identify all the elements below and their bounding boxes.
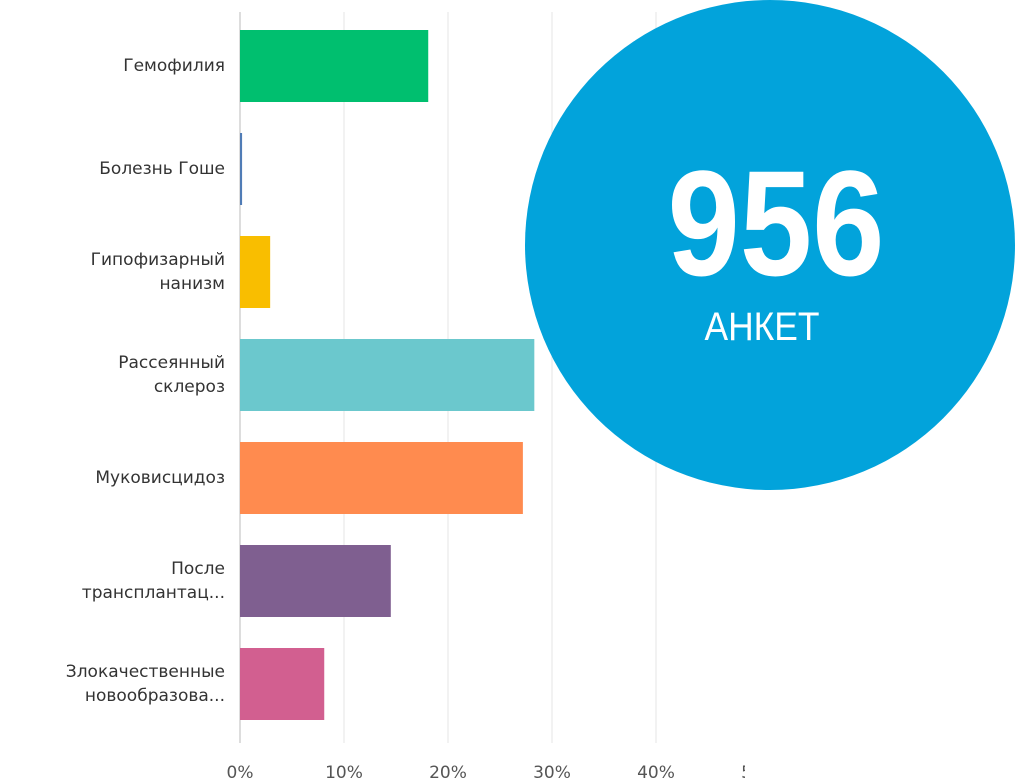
x-tick-label: 10% xyxy=(325,763,363,783)
bar xyxy=(240,236,271,308)
bar xyxy=(240,442,523,514)
category-label: Злокачественные новообразова... xyxy=(65,662,225,706)
bar xyxy=(240,133,243,205)
category-label: Гемофилия xyxy=(123,56,225,76)
category-label: Гипофизарный нанизм xyxy=(90,250,225,294)
x-tick-label: 30% xyxy=(533,763,571,783)
category-label: После трансплантац... xyxy=(81,559,225,603)
x-tick-label: 20% xyxy=(429,763,467,783)
category-label: Болезнь Гоше xyxy=(99,159,225,179)
x-tick-label: 50% xyxy=(741,763,779,783)
badge-caption: АНКЕТ xyxy=(705,305,820,349)
badge-circle xyxy=(525,0,1015,490)
bar xyxy=(240,30,429,102)
bar xyxy=(240,339,535,411)
x-tick-label: 0% xyxy=(227,763,254,783)
category-label: Рассеянный склероз xyxy=(118,353,225,397)
badge-number: 956 xyxy=(668,139,885,307)
x-tick-label: 40% xyxy=(637,763,675,783)
bar xyxy=(240,545,391,617)
bar xyxy=(240,648,325,720)
category-label: Муковисцидоз xyxy=(95,468,225,488)
